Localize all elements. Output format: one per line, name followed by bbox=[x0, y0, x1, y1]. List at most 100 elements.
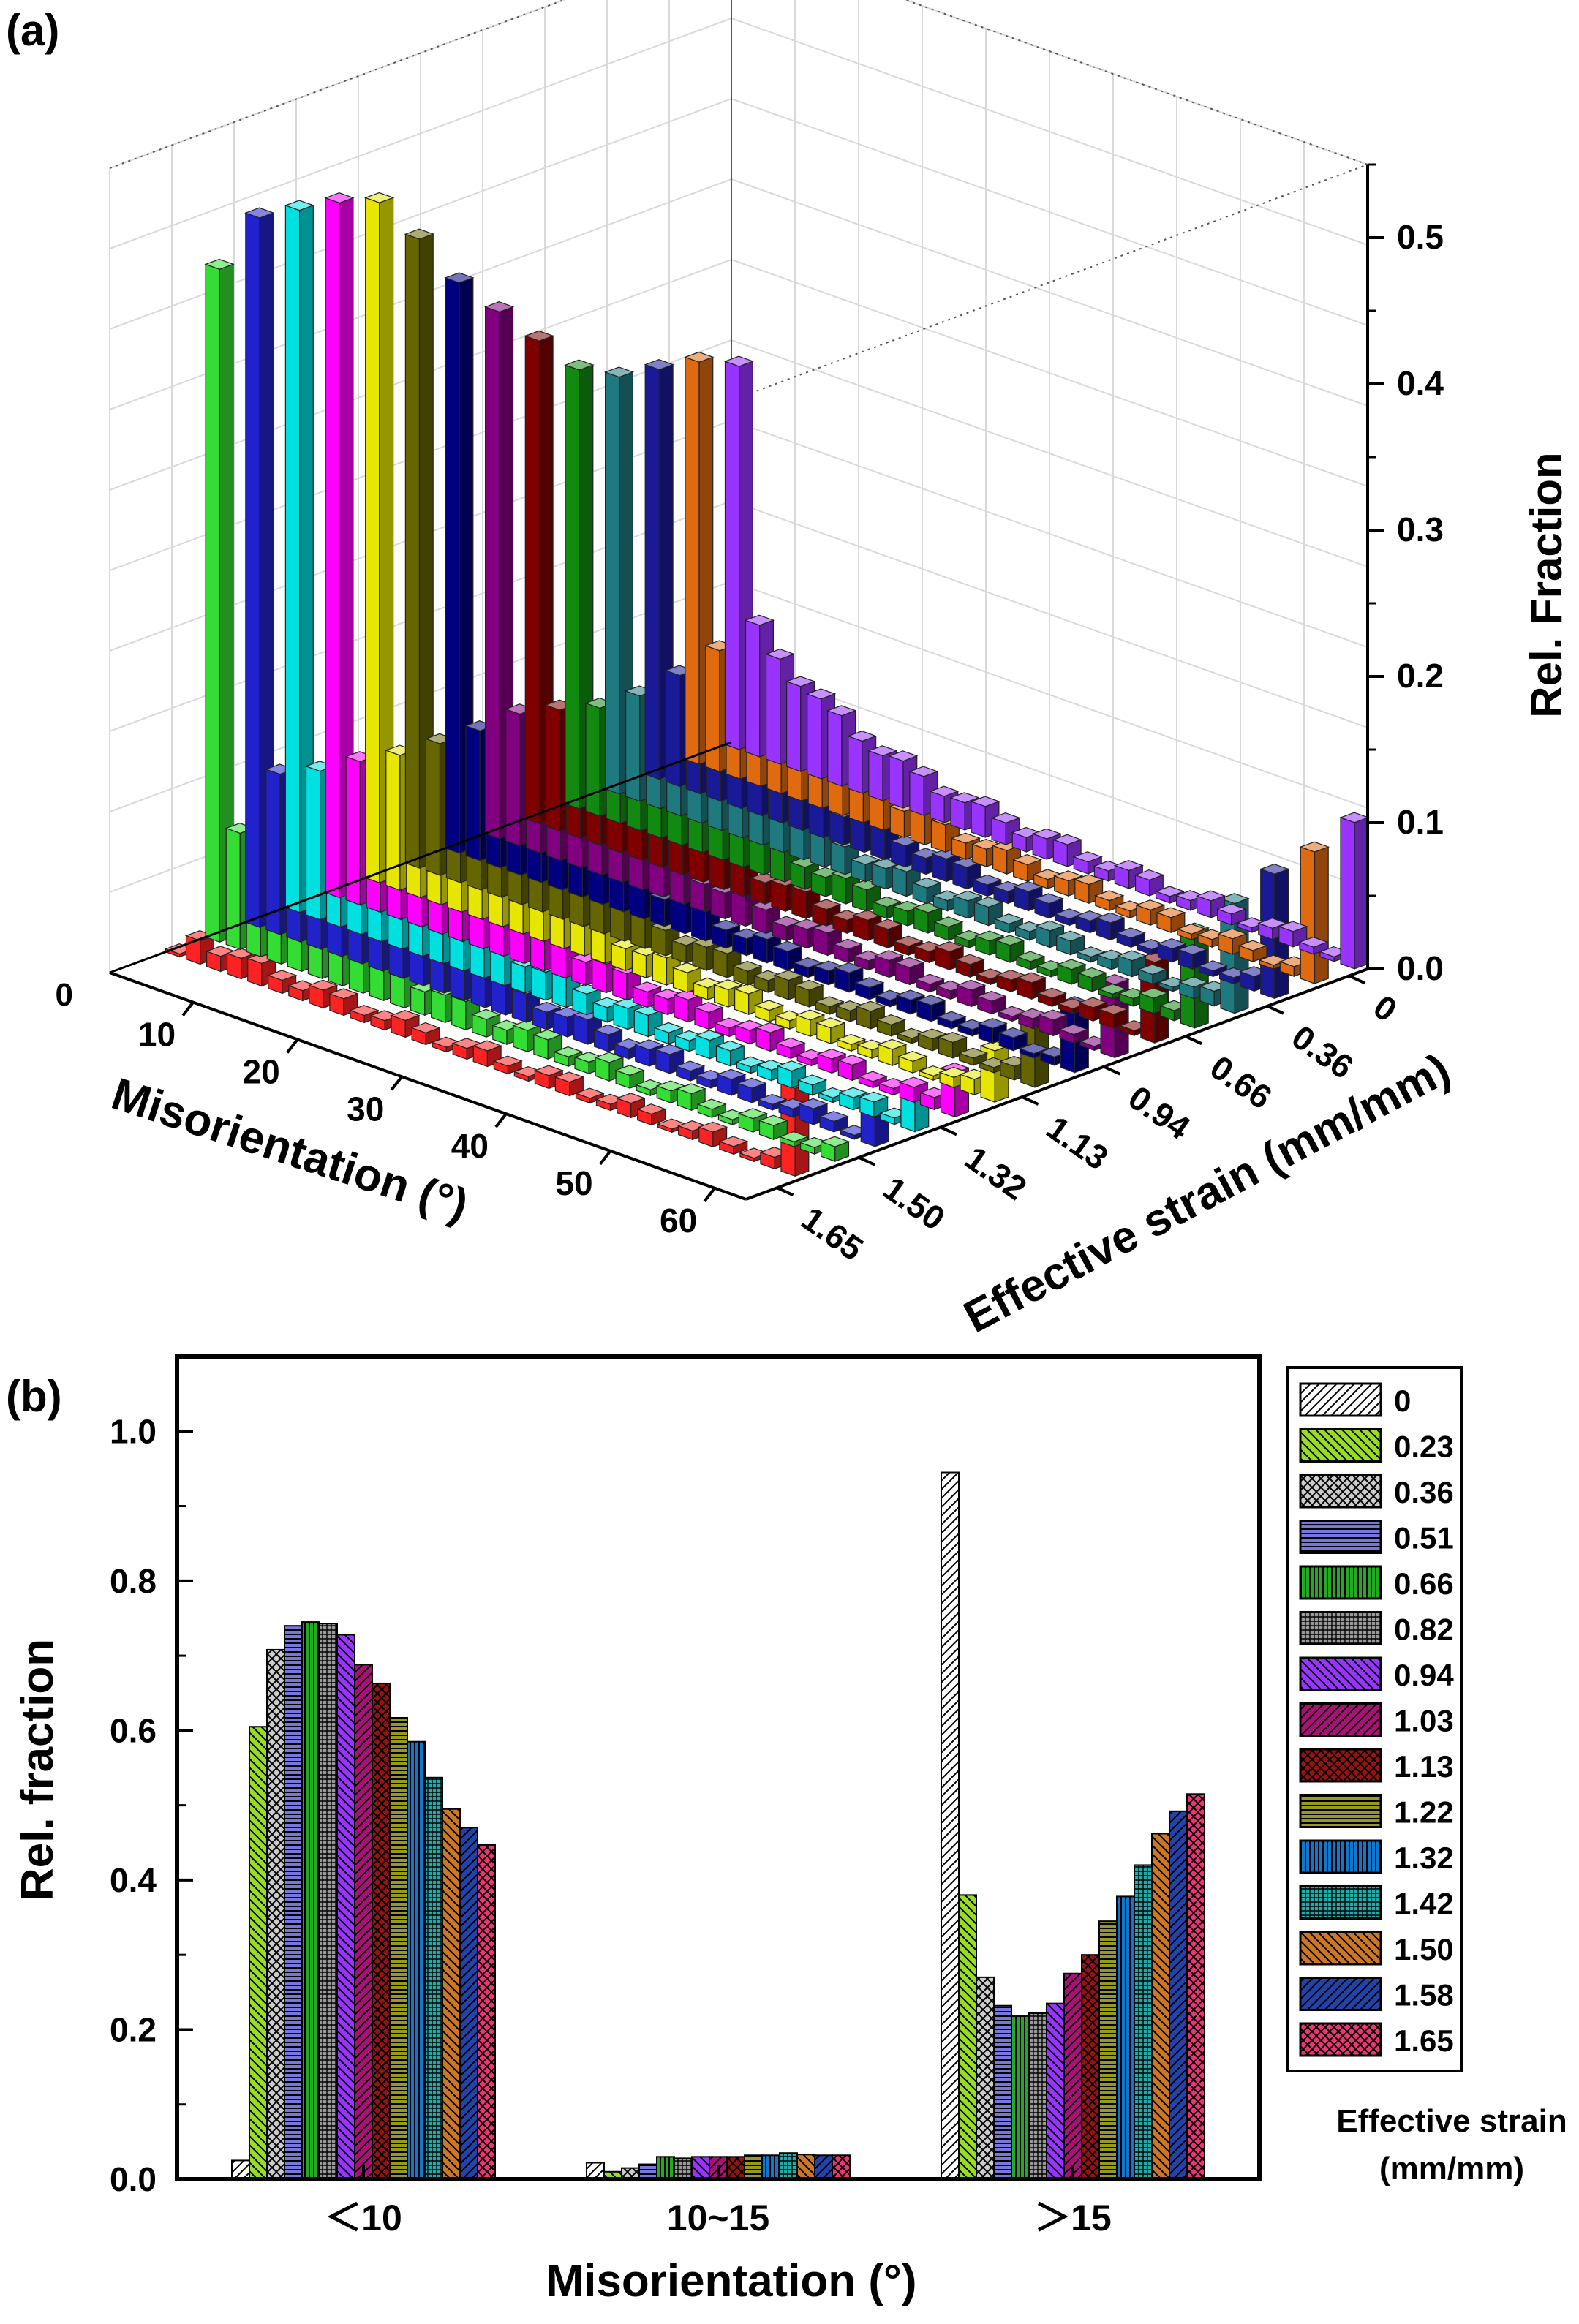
bar-group-0 bbox=[231, 1621, 496, 2181]
bar-3d bbox=[592, 1024, 624, 1052]
bar bbox=[1116, 1895, 1135, 2181]
bar-3d bbox=[993, 913, 1025, 934]
panel-b-x-ticks: ＜10 10~15 ＞15 bbox=[325, 2165, 1112, 2238]
panel-b-x-axis-title: Misorientation (°) bbox=[546, 2256, 917, 2306]
bar-3d bbox=[390, 1010, 421, 1038]
bar-3d bbox=[410, 1022, 441, 1046]
legend-swatch bbox=[1299, 1474, 1382, 1509]
x-axis-line bbox=[109, 971, 747, 1201]
bar bbox=[231, 2159, 250, 2181]
bar bbox=[1081, 1954, 1100, 2181]
panel-a-x-axis-title: Misorientation (°) bbox=[106, 1068, 475, 1231]
x-tick bbox=[181, 1001, 195, 1016]
bar bbox=[586, 2162, 605, 2180]
x-tick-label: 10 bbox=[138, 1016, 176, 1054]
bar bbox=[976, 1976, 995, 2180]
bar bbox=[477, 1844, 496, 2180]
y-axis-line bbox=[745, 967, 1368, 1201]
panel-a-label: (a) bbox=[6, 6, 59, 55]
x-tick-label: ＞15 bbox=[1034, 2197, 1112, 2238]
bar bbox=[761, 2154, 780, 2180]
grid-line bbox=[109, 0, 1368, 169]
bar-3d bbox=[718, 1136, 749, 1155]
y-tick-label: 0.4 bbox=[110, 1861, 157, 1899]
panel-b-y-axis-title: Rel. fraction bbox=[12, 1639, 63, 1901]
bar-3d bbox=[995, 935, 1025, 963]
legend-label: 0.66 bbox=[1394, 1566, 1454, 1601]
bar-3d bbox=[1058, 1024, 1089, 1044]
bar-3d bbox=[898, 1076, 930, 1103]
bar-3d bbox=[715, 1040, 746, 1067]
y-tick-label: 0.36 bbox=[1285, 1017, 1360, 1086]
panel-b-y-ticks: 0.0 0.2 0.4 0.6 0.8 1.0 bbox=[110, 1355, 193, 2198]
x-tick bbox=[286, 1038, 299, 1054]
bar bbox=[442, 1808, 461, 2180]
bar bbox=[958, 1894, 977, 2180]
bar-3d bbox=[852, 910, 883, 941]
bar-3d bbox=[1038, 1009, 1069, 1037]
legend-swatch bbox=[1299, 1382, 1382, 1417]
bar-3d bbox=[1094, 890, 1125, 911]
bar bbox=[424, 1776, 443, 2180]
legend-title-line1: Effective strain bbox=[1336, 2103, 1567, 2139]
bar-3d bbox=[818, 1111, 849, 1133]
legend-label: 1.58 bbox=[1394, 1978, 1454, 2012]
bar-3d bbox=[1177, 943, 1208, 970]
x-tick bbox=[494, 1112, 508, 1128]
panel-b-legend: 0 0.23 0.36 0.51 0.66 0.82 0.94 1.03 1.13 1.22 1.3… bbox=[1286, 1366, 1463, 2072]
legend-swatch bbox=[1299, 1748, 1382, 1783]
bar-3d bbox=[855, 1000, 886, 1030]
bar-row-strain-1.42 bbox=[603, 366, 1250, 1014]
bar-3d bbox=[266, 970, 298, 995]
bar-3d bbox=[819, 1136, 851, 1162]
bar-3d bbox=[775, 1037, 806, 1060]
bar-3d bbox=[684, 351, 715, 766]
z-tick-label: 0.5 bbox=[1397, 218, 1444, 256]
y-tick bbox=[1185, 1035, 1202, 1046]
y-tick-label: 0 bbox=[1367, 987, 1404, 1029]
bar bbox=[1028, 2012, 1047, 2181]
bar-3d bbox=[1015, 951, 1046, 970]
legend-title-line2: (mm/mm) bbox=[1379, 2151, 1524, 2187]
bar-3d bbox=[916, 995, 946, 1022]
bar bbox=[1134, 1864, 1153, 2181]
bar-3d bbox=[1115, 927, 1146, 948]
left-edge-line bbox=[109, 741, 732, 974]
x-tick bbox=[703, 1187, 716, 1202]
bar-3d bbox=[954, 954, 985, 978]
bar-3d bbox=[857, 1071, 888, 1089]
y-tick bbox=[776, 1186, 794, 1197]
legend-swatch bbox=[1299, 1839, 1382, 1874]
legend-swatch bbox=[1299, 1656, 1382, 1691]
bar bbox=[1169, 1810, 1188, 2180]
panel-a-z-axis-title: Rel. Fraction bbox=[1522, 452, 1571, 717]
y-tick-label: 1.65 bbox=[795, 1199, 870, 1268]
bar-3d bbox=[1074, 874, 1104, 904]
bar-3d bbox=[1052, 834, 1082, 867]
legend-swatch bbox=[1299, 2022, 1382, 2057]
y-tick-label: 0.8 bbox=[110, 1562, 157, 1600]
legend-label: 1.42 bbox=[1394, 1887, 1454, 1921]
bar bbox=[266, 1648, 285, 2181]
bar-3d bbox=[483, 301, 515, 840]
bar-3d bbox=[244, 207, 275, 928]
bar bbox=[1098, 1920, 1118, 2181]
bar bbox=[674, 2157, 693, 2180]
bar bbox=[319, 1623, 338, 2180]
panel-b-bars bbox=[231, 1471, 1205, 2181]
y-tick-label: 1.13 bbox=[1040, 1109, 1115, 1177]
bar-3d bbox=[1016, 972, 1047, 1000]
bar-3d bbox=[675, 1060, 706, 1082]
frame-top bbox=[109, 0, 1370, 396]
bar bbox=[1046, 2002, 1065, 2181]
bar bbox=[459, 1827, 478, 2180]
bar bbox=[1063, 1972, 1082, 2180]
panel-b-bar-chart: (b) 0.0 0.2 0.4 0.6 0.8 1.0 ＜10 10~15 ＞15 Rel. … bbox=[6, 1354, 1567, 2306]
legend-label: 0.94 bbox=[1394, 1658, 1454, 1692]
bar-group-2 bbox=[941, 1471, 1205, 2181]
y-tick-label: 0.66 bbox=[1203, 1048, 1278, 1117]
y-tick bbox=[1348, 974, 1366, 985]
bar bbox=[336, 1634, 355, 2181]
bar-3d bbox=[1216, 903, 1247, 926]
